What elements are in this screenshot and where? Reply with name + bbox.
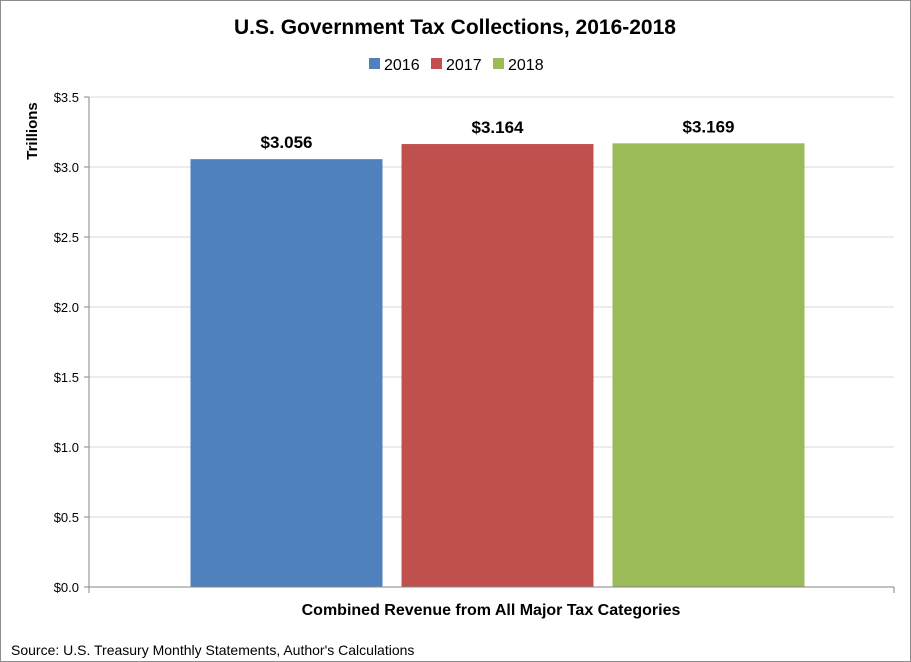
axes bbox=[84, 96, 895, 593]
legend-swatch-2016 bbox=[369, 58, 380, 69]
bars bbox=[190, 143, 805, 588]
bar-2016 bbox=[190, 159, 383, 587]
legend: 2016 2017 2018 bbox=[369, 57, 544, 74]
data-label-2017: $3.164 bbox=[472, 118, 525, 137]
y-tick-label: $2.5 bbox=[54, 230, 79, 245]
chart-title: U.S. Government Tax Collections, 2016-20… bbox=[234, 16, 676, 39]
y-tick-labels: $0.0 $0.5 $1.0 $1.5 $2.0 $2.5 $3.0 $3.5 bbox=[54, 90, 79, 595]
legend-label-2017: 2017 bbox=[446, 57, 482, 74]
legend-swatch-2018 bbox=[493, 58, 504, 69]
y-axis-label: Trillions bbox=[24, 102, 41, 160]
legend-label-2018: 2018 bbox=[508, 57, 544, 74]
data-label-2018: $3.169 bbox=[683, 117, 735, 136]
legend-label-2016: 2016 bbox=[384, 57, 420, 74]
data-labels: $3.056 $3.164 $3.169 bbox=[261, 117, 735, 152]
y-tick-label: $0.5 bbox=[54, 510, 79, 525]
y-tick-label: $1.0 bbox=[54, 440, 79, 455]
bar-2018 bbox=[612, 143, 805, 587]
x-axis-label: Combined Revenue from All Major Tax Cate… bbox=[302, 602, 681, 619]
data-label-2016: $3.056 bbox=[261, 133, 313, 152]
y-tick-label: $3.5 bbox=[54, 90, 79, 105]
bar-2017 bbox=[401, 144, 594, 588]
source-note: Source: U.S. Treasury Monthly Statements… bbox=[11, 642, 414, 658]
y-tick-label: $0.0 bbox=[54, 580, 79, 595]
legend-swatch-2017 bbox=[431, 58, 442, 69]
y-tick-label: $1.5 bbox=[54, 370, 79, 385]
y-tick-label: $3.0 bbox=[54, 160, 79, 175]
y-tick-label: $2.0 bbox=[54, 300, 79, 315]
